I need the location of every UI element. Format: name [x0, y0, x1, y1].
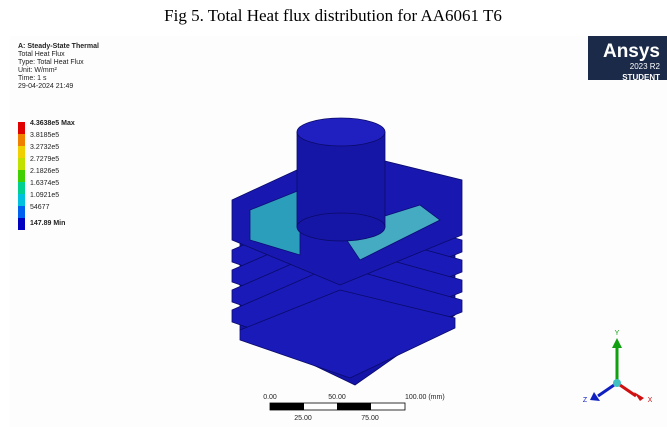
legend-label: 3.2732e5 — [30, 144, 59, 151]
legend-swatch — [18, 146, 25, 158]
triad-label: Y — [615, 330, 620, 337]
legend-swatch — [18, 122, 25, 134]
legend-label: 1.0921e5 — [30, 192, 59, 199]
scale-label: 100.00 (mm) — [405, 394, 445, 401]
caption: Fig 5. Total Heat flux distribution for … — [164, 6, 502, 25]
legend-swatch — [18, 134, 25, 146]
legend-swatch — [18, 206, 25, 218]
legend-label: 54677 — [30, 204, 50, 211]
legend-label: 147.89 Min — [30, 220, 65, 227]
legend-swatch — [18, 170, 25, 182]
legend-label: 1.6374e5 — [30, 180, 59, 187]
legend-swatch — [18, 194, 25, 206]
scale-label: 25.00 — [294, 415, 312, 422]
figure: Fig 5. Total Heat flux distribution for … — [0, 0, 667, 427]
logo-brand: Ansys — [603, 41, 660, 62]
scale-label: 50.00 — [328, 394, 346, 401]
legend-swatch — [18, 218, 25, 230]
logo-version: 2023 R2 — [630, 62, 661, 71]
triad-label: X — [648, 397, 653, 404]
info-line: 29-04-2024 21:49 — [18, 83, 73, 90]
legend-label: 2.7279e5 — [30, 156, 59, 163]
scale-label: 0.00 — [263, 394, 277, 401]
triad-label: Z — [583, 397, 588, 404]
info-line: Unit: W/mm² — [18, 67, 58, 74]
scale-label: 75.00 — [361, 415, 379, 422]
legend-swatch — [18, 182, 25, 194]
logo-edition: STUDENT — [622, 73, 660, 82]
legend-swatch — [18, 158, 25, 170]
info-line: A: Steady-State Thermal — [18, 43, 99, 50]
legend-label: 4.3638e5 Max — [30, 120, 75, 127]
logo: Ansys 2023 R2 STUDENT — [588, 36, 667, 82]
legend-label: 3.8185e5 — [30, 132, 59, 139]
info-line: Type: Total Heat Flux — [18, 59, 84, 66]
info-line: Total Heat Flux — [18, 51, 65, 58]
info-line: Time: 1 s — [18, 75, 47, 82]
legend-label: 2.1826e5 — [30, 168, 59, 175]
